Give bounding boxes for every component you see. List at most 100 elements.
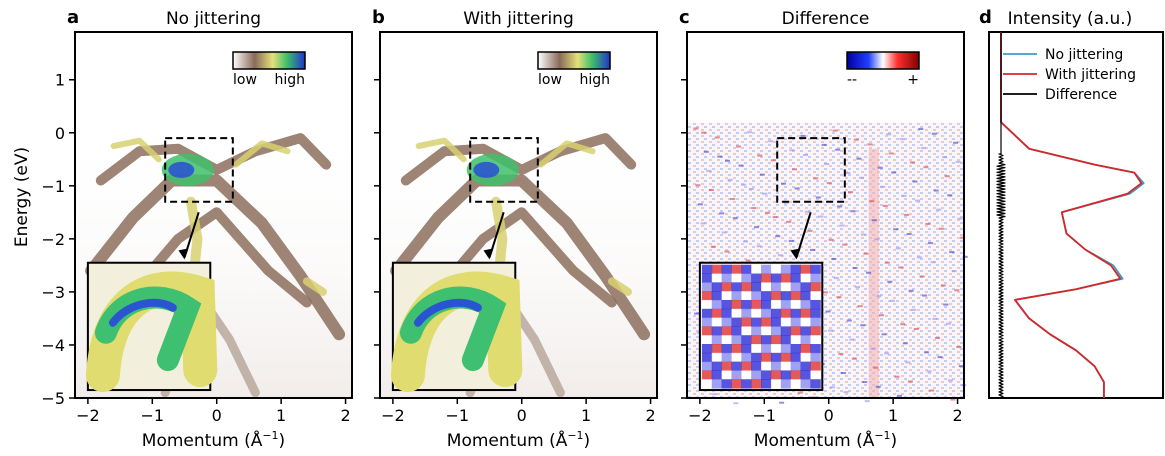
inset-pixel [751,352,762,363]
difference-pixel [870,347,876,350]
difference-pixel [869,200,875,203]
inset-pixel [711,264,723,275]
inset-pixel [701,299,713,310]
difference-pixel [933,189,939,192]
difference-pixel [860,324,866,327]
inset-pixel [810,361,821,371]
inset-pixel [790,344,802,354]
difference-pixel [830,386,836,389]
band-trace [233,140,291,168]
difference-pixel [907,380,913,383]
difference-pixel [918,128,924,131]
inset-pixel [711,291,723,301]
x-tick-label: −1 [446,406,470,425]
inset-pixel [770,370,782,380]
difference-pixel [756,245,762,248]
difference-pixel [926,370,932,373]
colorbar-high-label: high [274,72,305,88]
inset-pixel [731,361,742,371]
difference-pixel [733,402,739,405]
difference-pixel [738,164,744,167]
difference-pixel [912,180,918,183]
difference-pixel [882,204,888,207]
difference-pixel [937,356,943,359]
inset-pixel [751,282,762,292]
inset-pixel [711,317,723,327]
inset-pixel [751,344,762,354]
inset-pixel [751,264,762,275]
inset-pixel [711,273,723,283]
axes-frame [686,31,965,399]
difference-pixel [860,233,866,236]
difference-pixel [954,289,960,292]
inset-pixel [701,282,713,292]
difference-pixel [901,194,907,197]
difference-pixel [788,239,794,242]
inset-pixel [780,379,792,389]
x-tick-label: 1 [888,406,898,425]
difference-pixel [877,166,883,169]
difference-pixel [855,286,861,289]
difference-pixel [824,163,830,166]
inset-pixel [721,291,732,301]
inset-pixel [751,291,762,301]
inset-pixel [761,317,772,327]
difference-pixel [876,295,882,298]
inset-pixel [770,273,782,283]
inset-pixel [751,308,762,319]
x-tick-label: 2 [952,406,962,425]
difference-pixel [721,231,727,234]
difference-pixel [927,242,933,245]
inset-pixel [780,370,792,380]
difference-pixel [900,323,906,326]
inset-pixel [790,335,802,345]
difference-pixel [923,166,929,169]
inset-pixel [761,344,772,354]
difference-pixel [898,266,904,269]
inset-pixel [810,282,821,292]
inset-pixel [810,273,821,283]
difference-pixel [838,352,844,355]
inset-pixel [721,264,732,275]
difference-pixel [953,141,959,144]
inset-pixel [800,352,811,363]
difference-pixel [925,222,931,225]
difference-pixel [781,182,787,185]
difference-pixel [944,175,950,178]
difference-pixel [693,127,699,130]
difference-pixel [753,226,759,229]
inset-pixel [721,273,732,283]
inset-pixel [810,370,821,380]
inset-pixel [761,361,772,371]
difference-pixel [717,155,723,158]
x-tick-label: 1 [581,406,591,425]
difference-pixel [940,284,946,287]
y-tick-label: −4 [41,336,65,355]
inset-pixel [770,344,782,354]
x-tick-label: 2 [340,406,350,425]
difference-pixel [932,317,938,320]
x-axis-label: Momentum (Å−1) [447,429,590,451]
difference-pixel [825,310,831,313]
colorbar-low-label: low [233,72,257,88]
difference-pixel [919,275,925,278]
difference-pixel [762,192,768,195]
difference-pixel [846,319,852,322]
colorbar-high-label: high [579,72,610,88]
difference-pixel [804,210,810,213]
panel-title: Difference [782,9,870,29]
inset-pixel [790,326,802,336]
colorbar-high-label: + [907,72,919,88]
inset-pixel [761,299,772,310]
difference-pixel [856,157,862,160]
difference-pixel [703,150,709,153]
band-trace [128,207,312,308]
difference-pixel [899,138,905,141]
difference-pixel [956,346,962,349]
difference-pixel [697,203,703,206]
intensity-max [168,161,195,178]
inset-band-blue [413,298,482,327]
difference-pixel [730,198,736,201]
panel-label: a [67,7,79,28]
inset-pixel [800,264,811,275]
